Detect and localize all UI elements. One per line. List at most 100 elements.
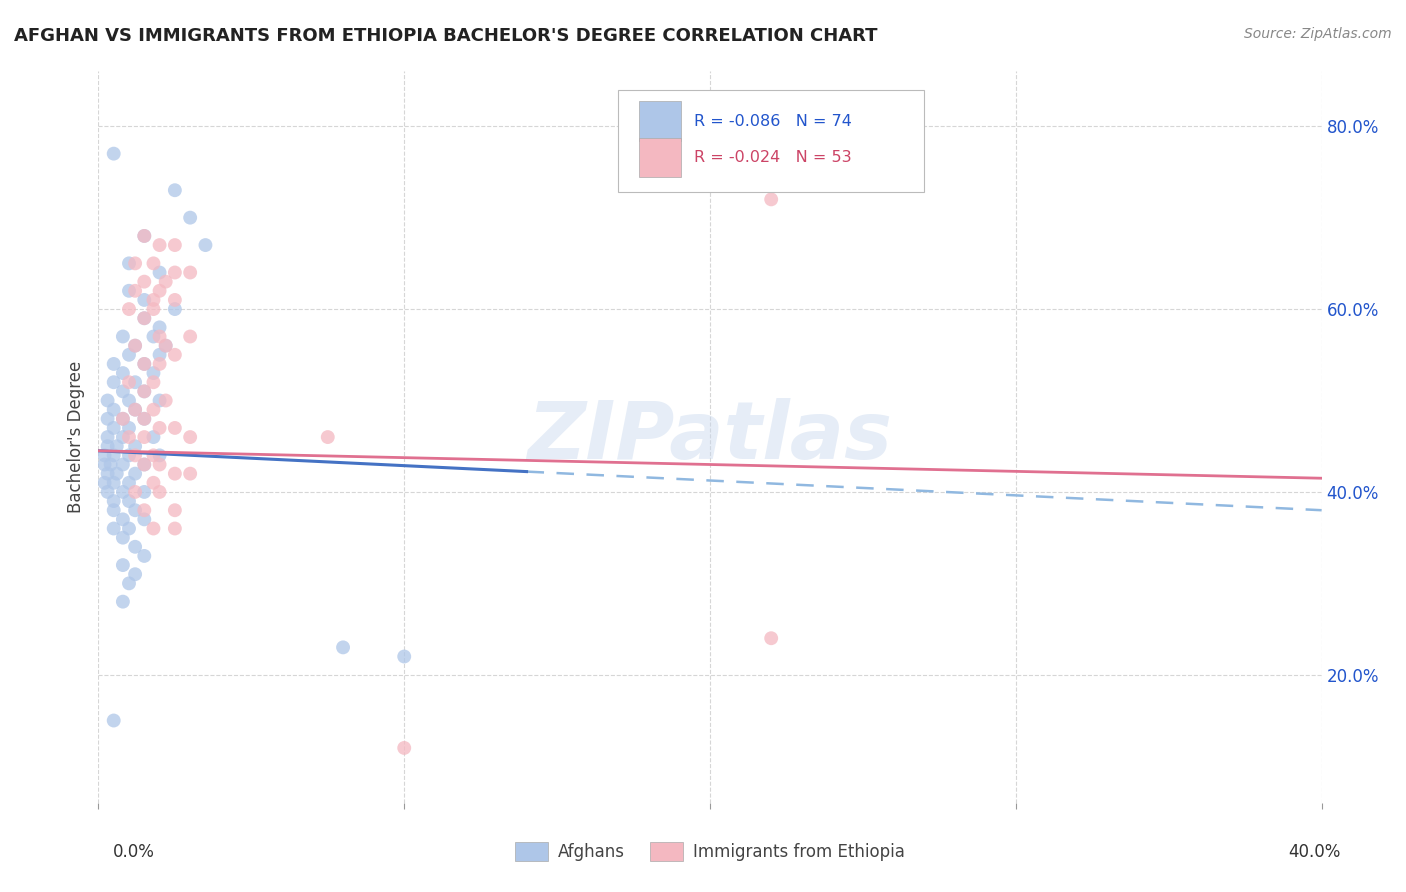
Point (163, 301, 186, 317)
Text: R = -0.024   N = 53: R = -0.024 N = 53 (695, 150, 852, 165)
Point (111, 430, 134, 444)
Point (142, 430, 165, 444)
FancyBboxPatch shape (619, 90, 924, 192)
Point (155, 393, 177, 408)
Point (134, 228, 156, 243)
Point (118, 301, 141, 317)
Point (316, 430, 339, 444)
Point (111, 412, 134, 426)
Point (111, 458, 134, 472)
Point (134, 357, 156, 371)
Point (103, 521, 125, 535)
Point (118, 521, 141, 535)
Point (134, 430, 156, 444)
Point (124, 338, 146, 352)
Point (105, 467, 128, 481)
Point (103, 494, 125, 508)
Point (93, 448, 115, 462)
Point (111, 366, 134, 380)
Point (124, 467, 146, 481)
Point (149, 421, 172, 435)
Text: 40.0%: 40.0% (1288, 843, 1341, 861)
Point (103, 375, 125, 389)
Point (134, 275, 156, 289)
Point (97, 439, 120, 453)
Point (142, 301, 165, 317)
Point (142, 366, 165, 380)
Point (392, 649, 416, 664)
Point (93, 458, 115, 472)
Point (149, 284, 172, 298)
Point (111, 329, 134, 343)
Point (149, 357, 172, 371)
Point (142, 475, 165, 490)
Point (155, 338, 177, 352)
Point (194, 238, 217, 252)
Point (118, 284, 141, 298)
Point (124, 567, 146, 582)
Point (97, 485, 120, 500)
Point (111, 558, 134, 573)
Point (134, 293, 156, 307)
Point (179, 430, 201, 444)
Point (134, 311, 156, 326)
Point (134, 512, 156, 526)
Point (103, 475, 125, 490)
Point (163, 266, 186, 280)
Point (124, 284, 146, 298)
Point (124, 540, 146, 554)
Point (134, 357, 156, 371)
Point (124, 338, 146, 352)
Point (124, 402, 146, 417)
Point (111, 384, 134, 399)
Point (118, 348, 141, 362)
Point (124, 503, 146, 517)
Point (179, 329, 201, 343)
Point (163, 183, 186, 197)
Point (759, 632, 782, 646)
FancyBboxPatch shape (640, 102, 681, 141)
Point (392, 740, 416, 755)
Point (163, 421, 186, 435)
Point (163, 467, 186, 481)
FancyBboxPatch shape (640, 138, 681, 178)
Point (142, 329, 165, 343)
Text: R = -0.086   N = 74: R = -0.086 N = 74 (695, 113, 852, 128)
Point (142, 375, 165, 389)
Point (332, 640, 354, 655)
Point (163, 293, 186, 307)
Text: ZIPatlas: ZIPatlas (527, 398, 893, 476)
Point (111, 512, 134, 526)
Point (134, 384, 156, 399)
Point (149, 448, 172, 462)
Point (134, 412, 156, 426)
Text: 0.0%: 0.0% (112, 843, 155, 861)
Point (134, 549, 156, 563)
Point (103, 714, 125, 728)
Point (118, 393, 141, 408)
Point (142, 256, 165, 270)
Point (93, 475, 115, 490)
Point (149, 348, 172, 362)
Point (759, 192, 782, 206)
Point (97, 467, 120, 481)
Point (97, 393, 120, 408)
Point (97, 430, 120, 444)
Point (149, 458, 172, 472)
Point (105, 439, 128, 453)
Point (134, 311, 156, 326)
Point (118, 576, 141, 591)
Point (149, 238, 172, 252)
Point (97, 412, 120, 426)
Point (118, 475, 141, 490)
Point (111, 531, 134, 545)
Point (103, 421, 125, 435)
Point (118, 375, 141, 389)
Point (142, 448, 165, 462)
Legend: Afghans, Immigrants from Ethiopia: Afghans, Immigrants from Ethiopia (508, 835, 912, 868)
Point (155, 338, 177, 352)
Point (134, 485, 156, 500)
Point (103, 448, 125, 462)
Point (118, 448, 141, 462)
Point (179, 467, 201, 481)
